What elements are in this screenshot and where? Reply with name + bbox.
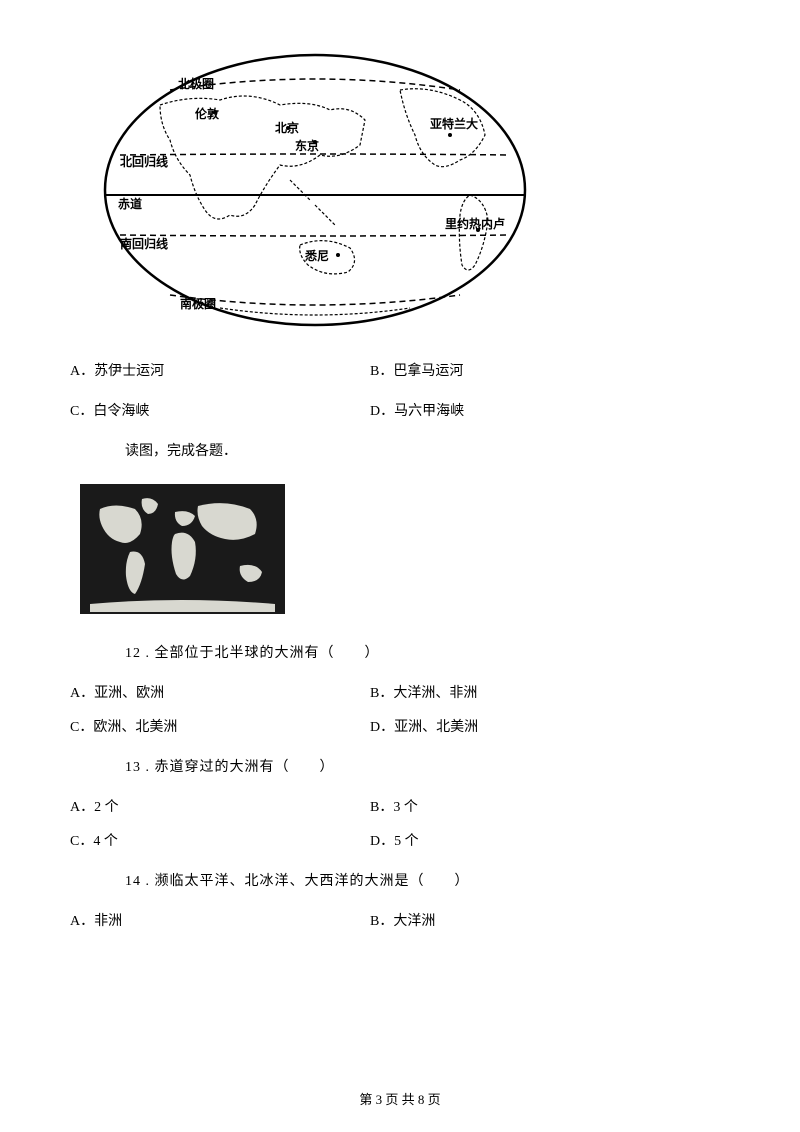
q11-row1: A．苏伊士运河 B．巴拿马运河 [70, 360, 730, 380]
q14-row1: A．非洲 B．大洋洲 [70, 910, 730, 930]
label-rio: 里约热内卢 [445, 216, 505, 231]
q11-opt-d: D．马六甲海峡 [370, 400, 670, 420]
q14-opt-b: B．大洋洲 [370, 910, 670, 930]
q11-opt-c: C．白令海峡 [70, 400, 370, 420]
q13-opt-d: D．5 个 [370, 830, 670, 850]
q12-opt-b: B．大洋洲、非洲 [370, 682, 670, 702]
label-arctic: 北极圈 [178, 76, 214, 91]
q12-opt-c: C．欧洲、北美洲 [70, 716, 370, 736]
q12-row2: C．欧洲、北美洲 D．亚洲、北美洲 [70, 716, 730, 736]
q12-opt-a: A．亚洲、欧洲 [70, 682, 370, 702]
q13-opt-c: C．4 个 [70, 830, 370, 850]
q13-row2: C．4 个 D．5 个 [70, 830, 730, 850]
q13-text: 13 . 赤道穿过的大洲有（ ） [125, 756, 730, 776]
q13-opt-a: A．2 个 [70, 796, 370, 816]
small-world-map [80, 484, 285, 614]
label-atlanta: 亚特兰大 [430, 116, 478, 131]
label-antarctic: 南极圈 [180, 296, 216, 311]
q13-row1: A．2 个 B．3 个 [70, 796, 730, 816]
q12-text: 12 . 全部位于北半球的大洲有（ ） [125, 642, 730, 662]
world-map-svg: 北极圈 伦敦 北京 东京 亚特兰大 北回归线 赤道 里约热内卢 南回归线 悉尼 … [100, 50, 530, 330]
page-footer: 第 3 页 共 8 页 [0, 1089, 800, 1108]
q14-opt-a: A．非洲 [70, 910, 370, 930]
label-tropic-cancer: 北回归线 [120, 154, 168, 169]
label-sydney: 悉尼 [304, 248, 329, 263]
instruction-text: 读图，完成各题． [125, 440, 730, 460]
q14-text: 14 . 濒临太平洋、北冰洋、大西洋的大洲是（ ） [125, 870, 730, 890]
q11-row2: C．白令海峡 D．马六甲海峡 [70, 400, 730, 420]
q13-opt-b: B．3 个 [370, 796, 670, 816]
world-map-figure: 北极圈 伦敦 北京 东京 亚特兰大 北回归线 赤道 里约热内卢 南回归线 悉尼 … [100, 50, 530, 330]
q11-opt-a: A．苏伊士运河 [70, 360, 370, 380]
q11-opt-b: B．巴拿马运河 [370, 360, 670, 380]
q12-opt-d: D．亚洲、北美洲 [370, 716, 670, 736]
label-tropic-capricorn: 南回归线 [120, 236, 168, 251]
q12-row1: A．亚洲、欧洲 B．大洋洲、非洲 [70, 682, 730, 702]
label-equator: 赤道 [118, 196, 142, 211]
